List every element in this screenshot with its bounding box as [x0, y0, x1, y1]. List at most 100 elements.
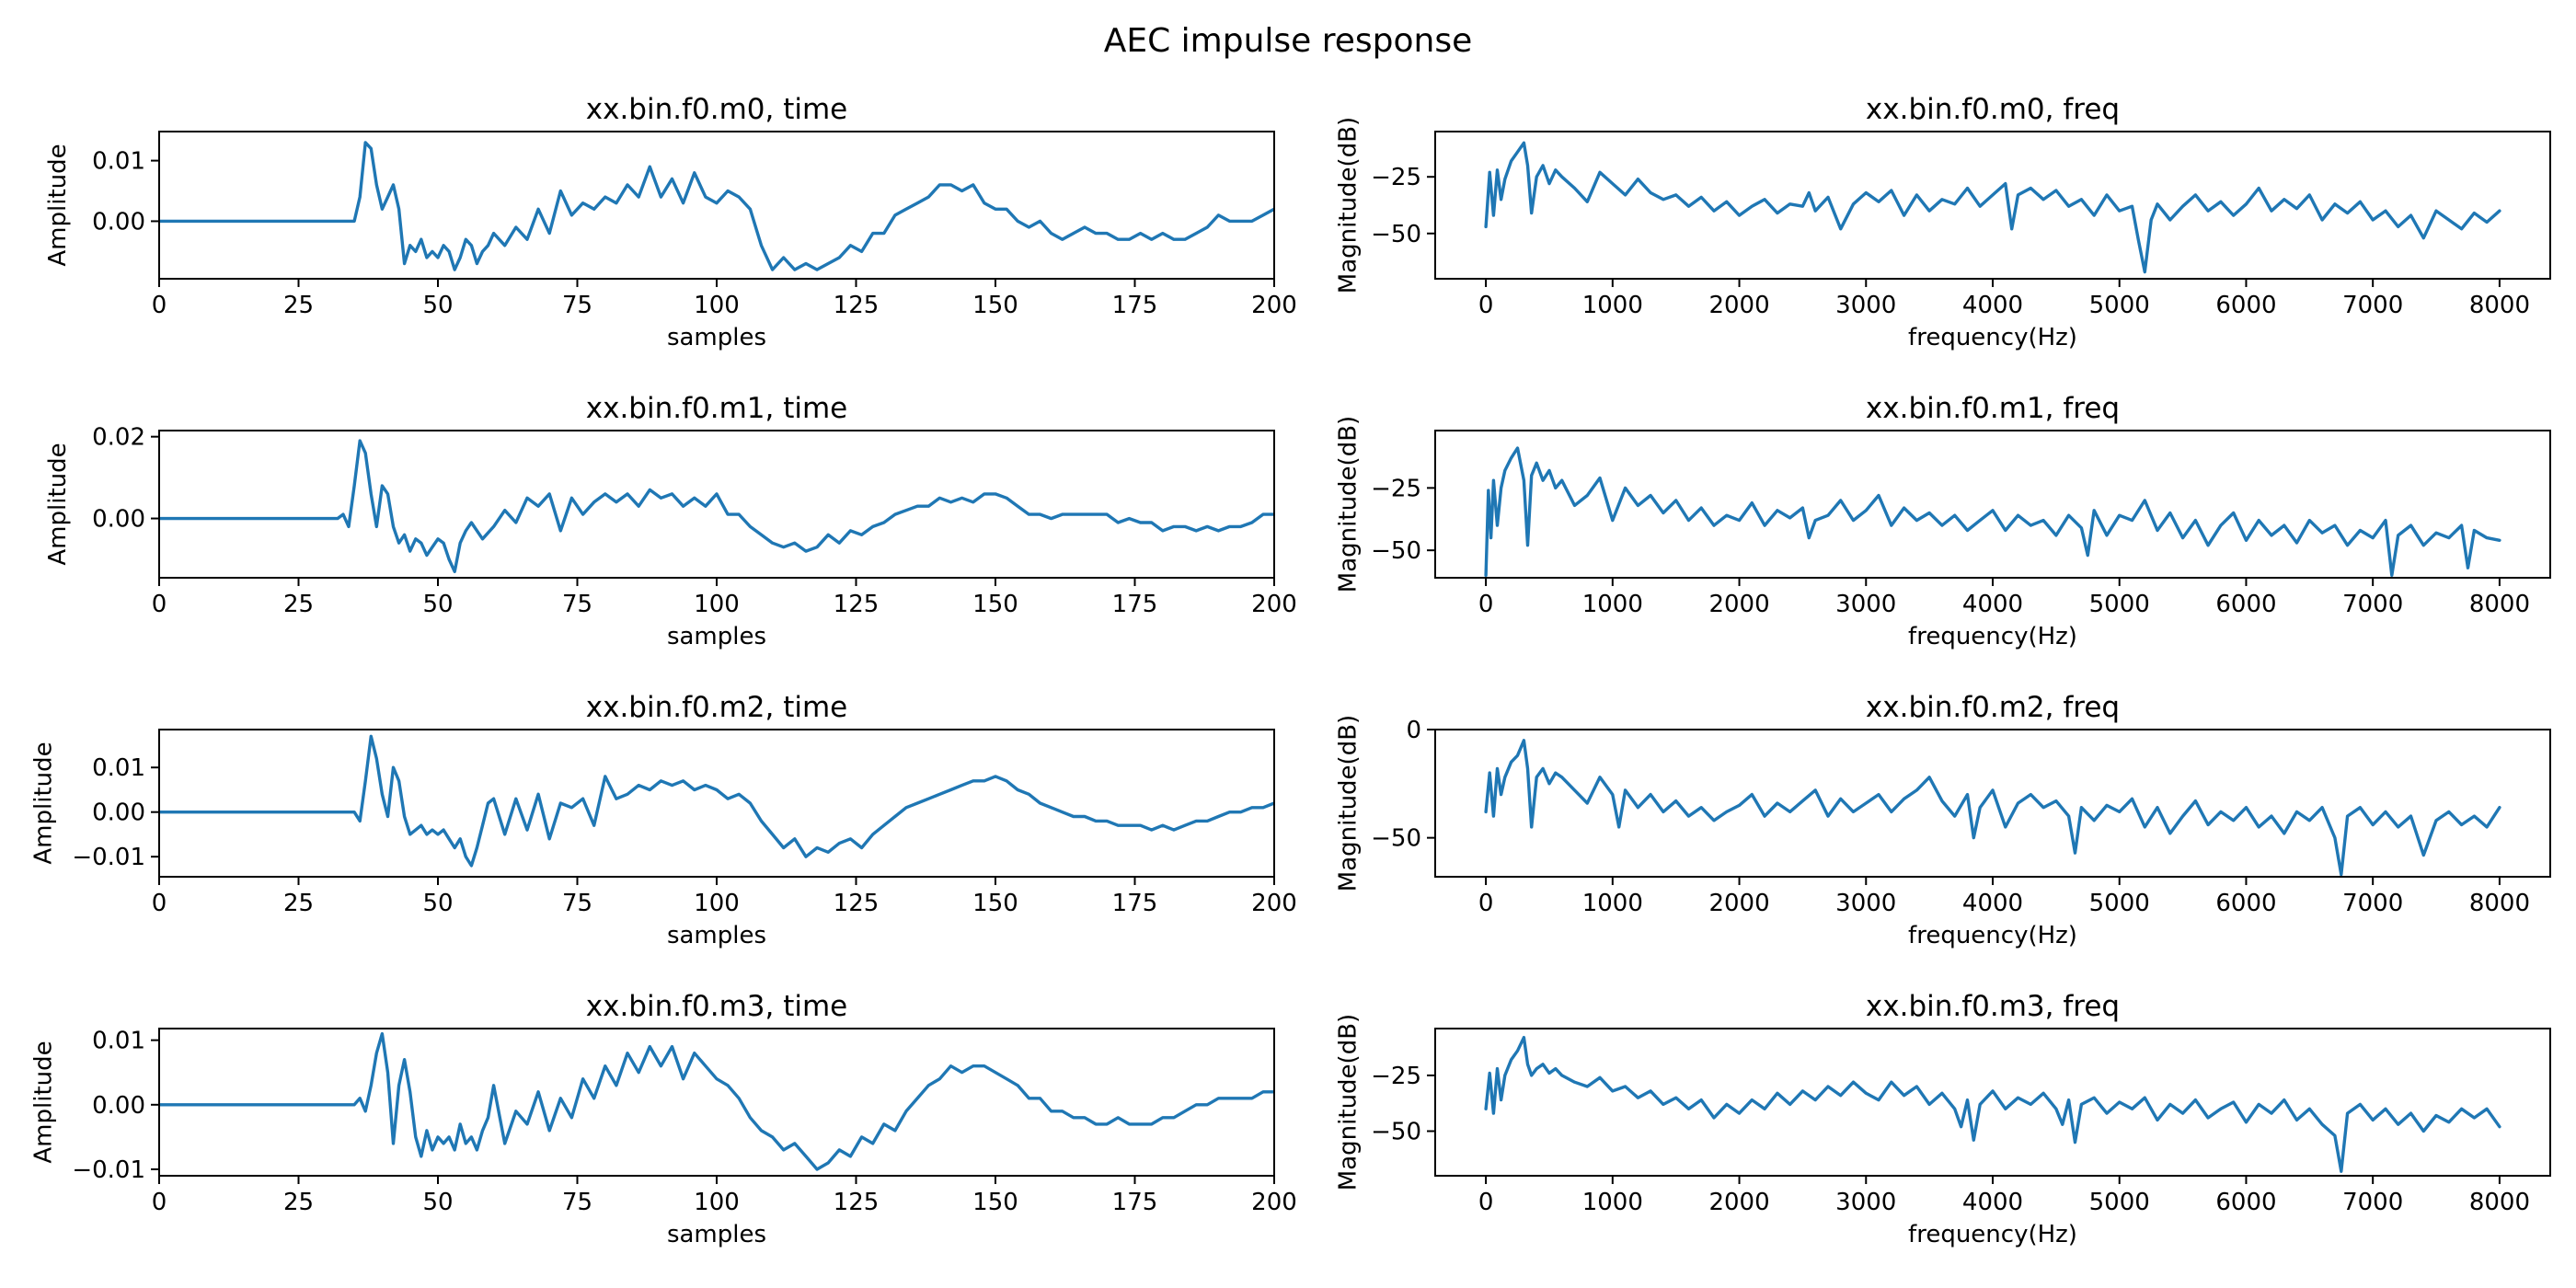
series-line [1484, 446, 2501, 577]
x-tick-label: 2000 [1708, 292, 1769, 319]
x-tick-label: 100 [694, 890, 740, 917]
x-axis-label: frequency(Hz) [1908, 922, 2077, 949]
x-tick-label: 125 [834, 292, 880, 319]
x-axis-label: frequency(Hz) [1908, 1221, 2077, 1248]
x-tick-label: 0 [1478, 890, 1494, 917]
subplot-6: 0 1000 2000 3000 4000 5000 6000 7000 8000 0 −50 xx.… [1335, 691, 2551, 949]
subplot-title: xx.bin.f0.m2, freq [1866, 691, 2120, 724]
subplot-3: 0 25 50 75 100 125 150 175 200 0.00 0.02 xx.bin.f0.… [44, 392, 1297, 650]
x-tick-label: 3000 [1835, 591, 1896, 618]
y-tick-label: 0 [1406, 717, 1421, 744]
x-tick-label: 4000 [1962, 292, 2023, 319]
y-axis-label: Amplitude [30, 1041, 58, 1163]
x-tick-label: 175 [1112, 890, 1158, 917]
x-tick-label: 7000 [2342, 1189, 2403, 1216]
x-tick-label: 175 [1112, 292, 1158, 319]
x-tick-label: 3000 [1835, 292, 1896, 319]
x-tick-label: 50 [422, 292, 453, 319]
x-tick-label: 75 [562, 292, 592, 319]
y-tick-label: −25 [1371, 164, 1421, 191]
subplot-4: 0 1000 2000 3000 4000 5000 6000 7000 8000 −25 −50 x… [1335, 392, 2551, 650]
x-tick-label: 4000 [1962, 1189, 2023, 1216]
x-axis-label: samples [667, 623, 766, 650]
panels-container: 0 25 50 75 100 125 150 175 200 0.00 0.01 xx.bin.f0.… [30, 93, 2551, 1248]
figure-title: AEC impulse response [1104, 22, 1473, 60]
y-tick-label: 0.02 [92, 424, 145, 452]
series-line [1484, 1036, 2501, 1173]
x-tick-label: 25 [283, 292, 314, 319]
y-tick-label: 0.00 [92, 208, 145, 236]
x-tick-label: 2000 [1708, 591, 1769, 618]
subplot-title: xx.bin.f0.m3, time [586, 990, 848, 1023]
subplot-title: xx.bin.f0.m1, freq [1866, 392, 2120, 425]
y-tick-label: −25 [1371, 1063, 1421, 1090]
x-tick-label: 5000 [2089, 1189, 2150, 1216]
y-tick-label: 0.00 [92, 1092, 145, 1120]
x-tick-label: 150 [972, 292, 1018, 319]
x-tick-label: 6000 [2215, 890, 2276, 917]
x-tick-label: 0 [152, 292, 167, 319]
x-tick-label: 0 [1478, 1189, 1494, 1216]
y-tick-label: −50 [1371, 825, 1421, 853]
x-tick-label: 1000 [1582, 591, 1643, 618]
axes-frame [158, 131, 1275, 280]
x-tick-label: 1000 [1582, 890, 1643, 917]
y-tick-label: 0.00 [92, 799, 145, 827]
x-tick-label: 3000 [1835, 890, 1896, 917]
subplot-1: 0 25 50 75 100 125 150 175 200 0.00 0.01 xx.bin.f0.… [44, 93, 1297, 351]
x-tick-label: 3000 [1835, 1189, 1896, 1216]
x-tick-label: 2000 [1708, 890, 1769, 917]
y-tick-label: 0.01 [92, 1028, 145, 1055]
x-tick-label: 100 [694, 292, 740, 319]
x-tick-label: 150 [972, 591, 1018, 618]
x-tick-label: 7000 [2342, 292, 2403, 319]
x-tick-label: 4000 [1962, 890, 2023, 917]
x-tick-label: 175 [1112, 1189, 1158, 1216]
y-axis-label: Amplitude [30, 742, 58, 864]
x-tick-label: 0 [1478, 591, 1494, 618]
x-tick-label: 5000 [2089, 890, 2150, 917]
x-tick-label: 75 [562, 591, 592, 618]
x-tick-label: 50 [422, 591, 453, 618]
x-tick-label: 8000 [2469, 292, 2530, 319]
subplot-title: xx.bin.f0.m2, time [586, 691, 848, 724]
series-line [159, 439, 1274, 573]
subplot-2: 0 1000 2000 3000 4000 5000 6000 7000 8000 −25 −50 x… [1335, 93, 2551, 351]
axes-frame [1434, 1028, 2551, 1177]
x-tick-label: 2000 [1708, 1189, 1769, 1216]
x-tick-label: 8000 [2469, 591, 2530, 618]
x-axis-label: samples [667, 922, 766, 949]
series-line [1484, 141, 2501, 274]
y-axis-label: Amplitude [44, 443, 72, 565]
x-axis-label: samples [667, 1221, 766, 1248]
y-tick-label: −25 [1371, 475, 1421, 502]
y-axis-label: Magnitude(dB) [1335, 1014, 1363, 1190]
y-axis-label: Magnitude(dB) [1335, 416, 1363, 592]
x-tick-label: 100 [694, 591, 740, 618]
x-tick-label: 0 [152, 1189, 167, 1216]
y-tick-label: 0.00 [92, 506, 145, 534]
y-tick-label: −50 [1371, 1119, 1421, 1146]
x-tick-label: 0 [152, 890, 167, 917]
subplot-title: xx.bin.f0.m1, time [586, 392, 848, 425]
axes-frame [158, 430, 1275, 579]
x-tick-label: 6000 [2215, 1189, 2276, 1216]
x-tick-label: 4000 [1962, 591, 2023, 618]
series-line [159, 734, 1274, 868]
y-tick-label: 0.01 [92, 148, 145, 176]
y-tick-label: −0.01 [72, 844, 145, 871]
y-tick-label: −50 [1371, 537, 1421, 565]
x-tick-label: 1000 [1582, 292, 1643, 319]
x-tick-label: 7000 [2342, 591, 2403, 618]
x-axis-label: frequency(Hz) [1908, 324, 2077, 351]
y-tick-label: −50 [1371, 221, 1421, 248]
y-axis-label: Magnitude(dB) [1335, 715, 1363, 891]
x-tick-label: 25 [283, 1189, 314, 1216]
x-tick-label: 5000 [2089, 591, 2150, 618]
x-tick-label: 75 [562, 890, 592, 917]
y-tick-label: −0.01 [72, 1156, 145, 1184]
x-tick-label: 6000 [2215, 591, 2276, 618]
x-tick-label: 175 [1112, 591, 1158, 618]
x-tick-label: 200 [1251, 1189, 1297, 1216]
